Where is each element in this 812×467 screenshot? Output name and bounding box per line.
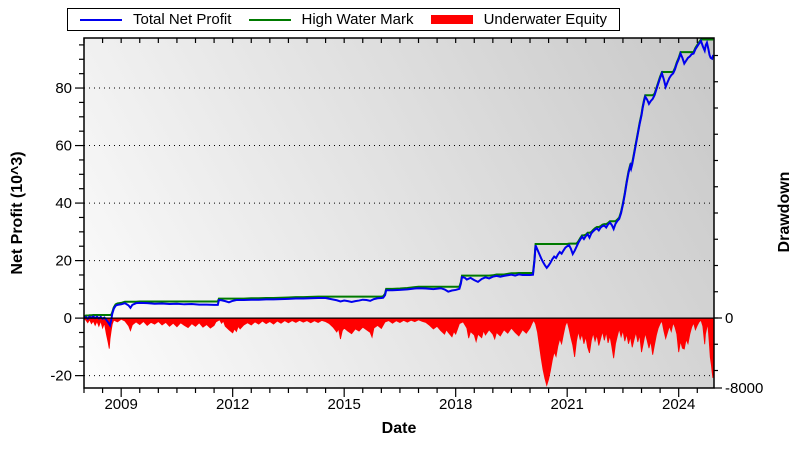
x-tick-label: 2021 [550,396,583,413]
y-right-tick-label: -8000 [725,380,763,397]
total-net-profit-line-swatch [80,18,122,21]
y-left-tick-label: 80 [55,80,72,97]
y-left-axis-title: Net Profit (10^3) [9,151,26,274]
y-left-tick-label: 0 [64,310,72,327]
y-left-tick-label: 20 [55,253,72,270]
x-tick-label: 2009 [104,396,137,413]
x-tick-label: 2015 [327,396,360,413]
underwater-equity-area [84,317,714,387]
legend-item-high-water-mark: High Water Mark [248,11,414,28]
y-right-axis-title: Drawdown [776,172,793,253]
x-tick-label: 2024 [662,396,695,413]
total-net-profit-line [84,38,714,328]
legend-label-high-water-mark: High Water Mark [301,11,414,28]
legend-label-underwater-equity: Underwater Equity [483,11,607,28]
legend-item-total-net-profit: Total Net Profit [80,11,231,28]
underwater-equity-band-swatch [430,15,473,24]
high-water-mark-line-swatch [248,18,291,21]
y-left-tick-label: 40 [55,195,72,212]
x-axis-title: Date [382,420,417,437]
chart-legend: Total Net Profit High Water Mark Underwa… [67,8,620,31]
y-left-tick-label: 60 [55,138,72,155]
legend-label-total-net-profit: Total Net Profit [133,11,232,28]
high-water-mark-line [84,38,714,318]
x-tick-label: 2018 [439,396,472,413]
legend-item-underwater-equity: Underwater Equity [430,11,607,28]
x-tick-label: 2012 [216,396,249,413]
y-left-tick-label: -20 [50,368,72,385]
plot-background [84,38,714,388]
axis-ticks [75,38,722,397]
y-right-tick-label: 0 [725,310,733,327]
